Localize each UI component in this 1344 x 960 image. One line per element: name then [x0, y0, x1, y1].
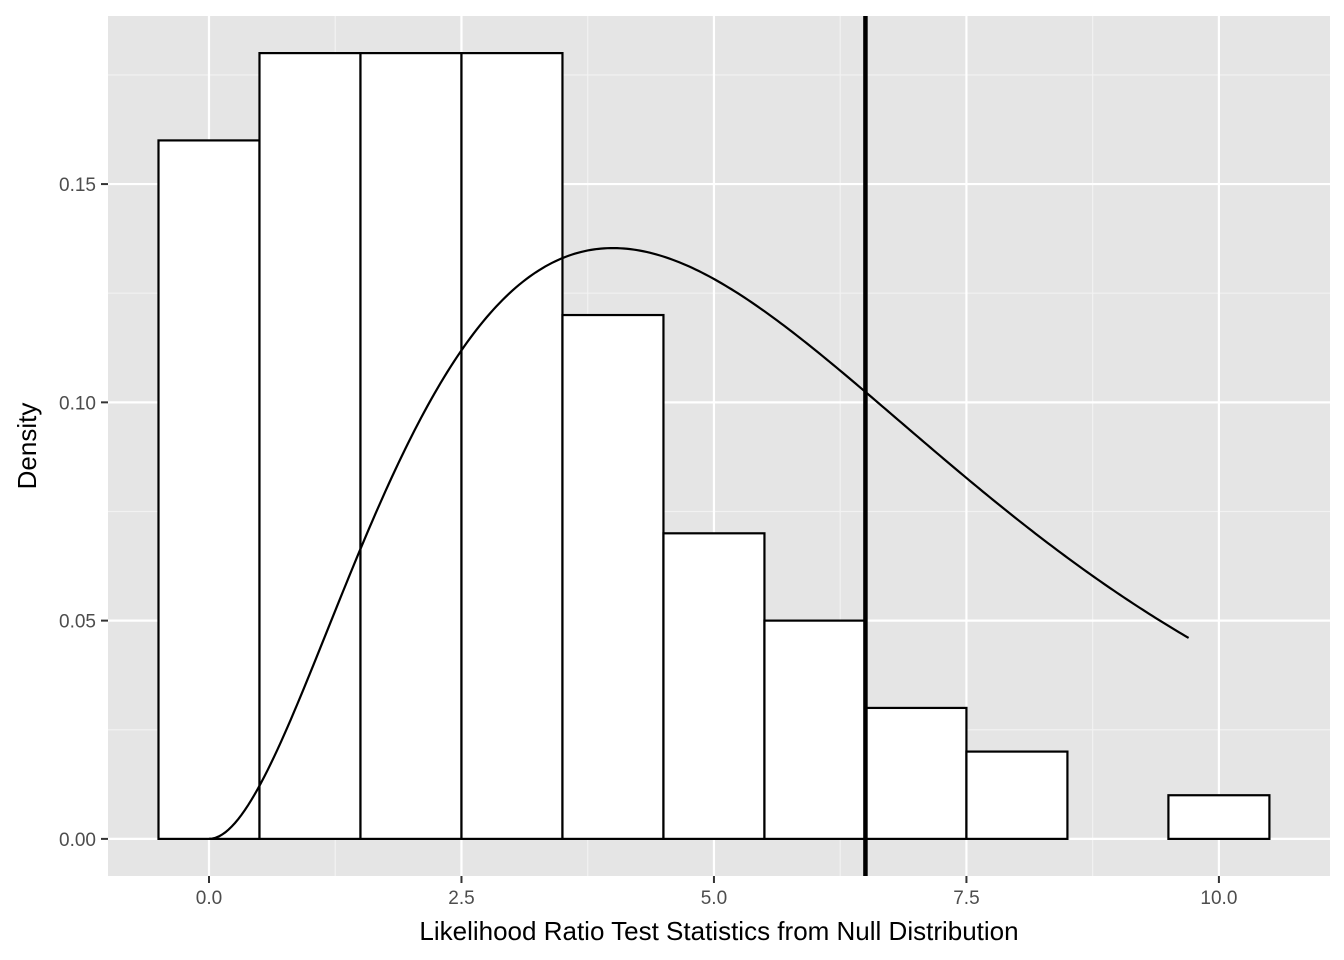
y-tick-label: 0.15 [59, 175, 96, 196]
histogram-bar-6 [662, 532, 766, 840]
x-tick-label: 7.5 [953, 888, 979, 909]
histogram-bar-3 [359, 52, 463, 840]
histogram-bar-2 [258, 52, 362, 840]
y-tick-label: 0.05 [59, 612, 96, 633]
y-axis-ticks: 0.00 0.05 0.10 0.15 [59, 175, 108, 851]
histogram-bar-8 [864, 706, 968, 840]
y-tick-label: 0.10 [59, 393, 96, 414]
histogram-bar-5 [561, 313, 665, 840]
x-tick-label: 5.0 [701, 888, 727, 909]
histogram-bar-9 [965, 750, 1069, 840]
histogram-bar-1 [157, 139, 261, 840]
histogram-bar-11 [1167, 794, 1271, 840]
histogram-bar-4 [460, 52, 564, 840]
x-tick-label: 10.0 [1200, 888, 1237, 909]
x-tick-label: 2.5 [448, 888, 474, 909]
x-axis-ticks: 0.0 2.5 5.0 7.5 10.0 [196, 876, 1237, 909]
x-axis-title: Likelihood Ratio Test Statistics from Nu… [419, 916, 1018, 946]
density-curve [208, 246, 1190, 840]
histogram-bars [157, 52, 1271, 840]
y-axis-title: Density [12, 403, 42, 490]
histogram-bar-7 [763, 619, 867, 840]
x-tick-label: 0.0 [196, 888, 222, 909]
y-tick-label: 0.00 [59, 830, 96, 851]
